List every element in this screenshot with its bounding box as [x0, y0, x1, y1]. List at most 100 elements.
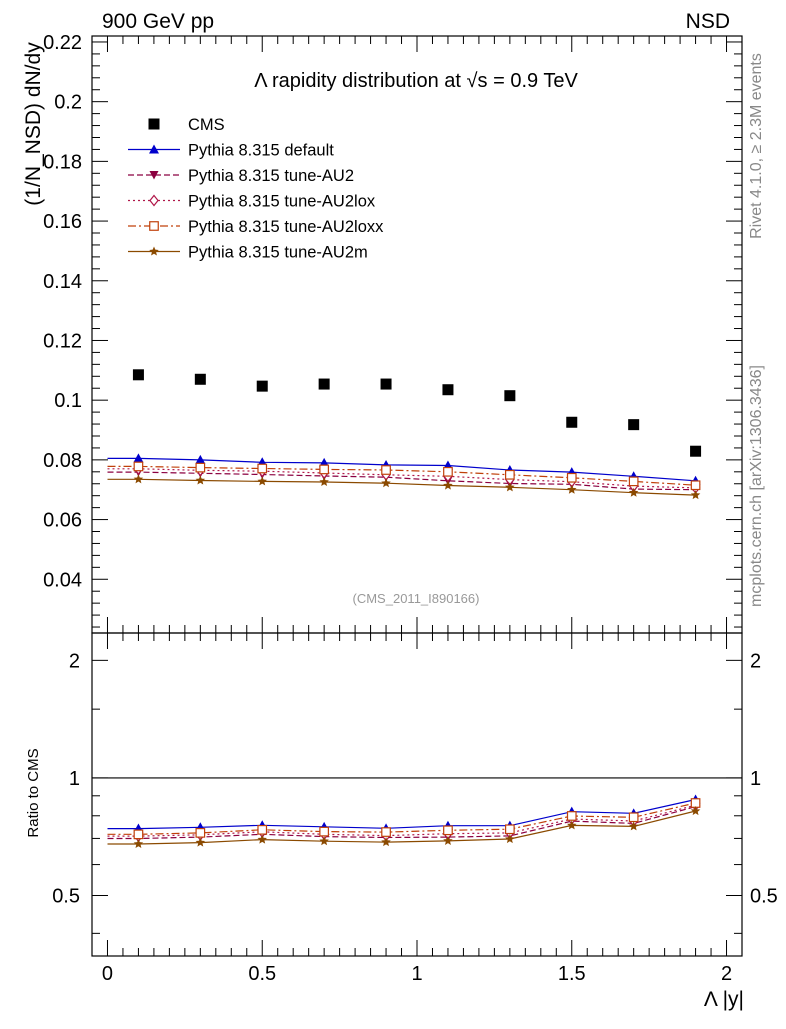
legend-marker-pythia-8-315-tune-au2m: [149, 246, 159, 256]
legend-label-pythia-8-315-tune-au2: Pythia 8.315 tune-AU2: [188, 167, 354, 185]
y-tick-label-ratio: 0.5: [52, 886, 80, 908]
legend-marker-pythia-8-315-tune-au2loxx: [149, 221, 159, 231]
point-cms: [256, 380, 268, 392]
ratio-point-pythia-8-315-tune-au2loxx: [628, 812, 639, 823]
point-pythia-8-315-tune-au2m: [443, 480, 453, 490]
point-cms: [628, 419, 640, 431]
series-line-pythia-8-315-tune-au2: [107, 471, 696, 491]
main-series-layer: [107, 369, 702, 500]
point-cms: [566, 416, 578, 428]
point-pythia-8-315-tune-au2loxx: [628, 476, 639, 487]
y-tick-label-main: 0.06: [43, 510, 82, 532]
ratio-line-pythia-8-315-tune-au2lox: [107, 804, 696, 837]
ratio-point-pythia-8-315-tune-au2loxx: [690, 798, 701, 808]
point-pythia-8-315-tune-au2loxx: [257, 463, 268, 474]
y-axis-label-ratio: Ratio to CMS: [25, 748, 42, 837]
x-tick-label: 0.5: [248, 963, 276, 985]
ratio-point-pythia-8-315-tune-au2loxx: [505, 824, 515, 835]
ratio-point-pythia-8-315-tune-au2m: [133, 838, 144, 849]
y-tick-label-main: 0.04: [43, 569, 82, 591]
y-tick-label-main: 0.18: [43, 151, 82, 173]
axes-layer: 0 0.5 1 1.5 2 0.04 0.06 0.08 0.1 0.12 0.14 0.16 0.18…: [43, 32, 778, 985]
point-pythia-8-315-default: [195, 454, 206, 464]
legend-marker-cms: [148, 118, 160, 130]
header-left: 900 GeV pp: [102, 10, 214, 33]
ratio-point-pythia-8-315-tune-au2loxx: [133, 829, 144, 840]
point-pythia-8-315-tune-au2m: [257, 476, 267, 486]
y-tick-label-ratio: 2: [69, 650, 80, 672]
x-tick-label: 1.5: [558, 963, 586, 985]
x-tick-label: 1: [411, 963, 422, 985]
ratio-point-pythia-8-315-tune-au2loxx: [319, 826, 329, 837]
point-cms: [318, 378, 330, 390]
legend-marker-pythia-8-315-default: [149, 144, 159, 154]
y-tick-label-ratio: 1: [69, 768, 80, 790]
legend-label-pythia-8-315-tune-au2m: Pythia 8.315 tune-AU2m: [188, 244, 368, 262]
y-tick-label-main: 0.22: [43, 32, 82, 54]
header-right: NSD: [686, 10, 730, 33]
point-pythia-8-315-tune-au2loxx: [381, 465, 391, 475]
series-line-pythia-8-315-tune-au2lox: [107, 468, 696, 489]
legend-marker-pythia-8-315-tune-au2: [149, 171, 159, 180]
point-pythia-8-315-tune-au2loxx: [443, 466, 453, 477]
y-tick-label-ratio-right: 0.5: [750, 886, 778, 908]
legend-label-pythia-8-315-tune-au2loxx: Pythia 8.315 tune-AU2loxx: [188, 218, 384, 236]
ratio-series-layer: [107, 794, 701, 849]
ratio-point-pythia-8-315-tune-au2loxx: [381, 827, 391, 837]
x-tick-label: 0: [102, 963, 113, 985]
ratio-point-pythia-8-315-tune-au2m: [319, 836, 329, 846]
y-tick-label-main: 0.14: [43, 271, 82, 293]
point-pythia-8-315-tune-au2m: [628, 487, 639, 497]
y-tick-label-ratio-right: 2: [750, 650, 761, 672]
legend-label-cms: CMS: [188, 116, 225, 134]
point-pythia-8-315-tune-au2m: [195, 475, 206, 485]
y-tick-label-main: 0.2: [54, 92, 82, 114]
x-tick-label: 2: [721, 963, 732, 985]
ratio-point-pythia-8-315-tune-au2m: [443, 835, 453, 845]
y-tick-label-main: 0.12: [43, 330, 82, 352]
legend-marker-pythia-8-315-tune-au2lox: [149, 194, 159, 207]
point-pythia-8-315-tune-au2m: [505, 482, 515, 492]
mcplots-label: mcplots.cern.ch [arXiv:1306.3436]: [748, 365, 765, 607]
point-pythia-8-315-tune-au2m: [133, 474, 144, 484]
point-cms: [442, 384, 454, 396]
ratio-point-pythia-8-315-tune-au2loxx: [257, 824, 268, 835]
x-axis-label: Λ |y|: [704, 988, 744, 1011]
point-cms: [194, 373, 206, 385]
point-pythia-8-315-tune-au2loxx: [690, 480, 701, 491]
legend-label-pythia-8-315-tune-au2lox: Pythia 8.315 tune-AU2lox: [188, 193, 376, 211]
ratio-line-pythia-8-315-default: [107, 798, 696, 830]
point-cms: [132, 369, 144, 381]
ratio-point-pythia-8-315-tune-au2loxx: [566, 811, 577, 821]
point-cms: [504, 390, 516, 402]
ratio-point-pythia-8-315-tune-au2m: [505, 834, 515, 844]
point-pythia-8-315-tune-au2m: [567, 484, 577, 494]
point-pythia-8-315-tune-au2m: [319, 476, 329, 486]
y-tick-label-main: 0.08: [43, 450, 82, 472]
ratio-point-pythia-8-315-tune-au2m: [690, 806, 701, 816]
legend-label-pythia-8-315-default: Pythia 8.315 default: [188, 142, 334, 160]
chart-title: Λ rapidity distribution at √s = 0.9 TeV: [254, 70, 578, 92]
ratio-point-pythia-8-315-tune-au2loxx: [443, 825, 453, 836]
point-pythia-8-315-tune-au2loxx: [505, 469, 515, 480]
y-tick-label-ratio-right: 1: [750, 768, 761, 790]
ratio-point-pythia-8-315-tune-au2m: [628, 821, 639, 831]
y-tick-label-main: 0.1: [54, 390, 82, 412]
point-pythia-8-315-default: [133, 453, 144, 463]
ratio-point-pythia-8-315-tune-au2m: [381, 837, 391, 847]
ratio-point-pythia-8-315-tune-au2loxx: [195, 828, 206, 838]
point-cms: [690, 445, 702, 457]
point-pythia-8-315-tune-au2loxx: [195, 462, 206, 473]
rivet-label: Rivet 4.1.0, ≥ 2.3M events: [748, 53, 765, 239]
legend: CMS Pythia 8.315 default Pythia 8.315 tune…: [128, 116, 384, 262]
point-pythia-8-315-tune-au2loxx: [133, 461, 144, 472]
ratio-point-pythia-8-315-tune-au2m: [567, 820, 577, 830]
ratio-point-pythia-8-315-tune-au2m: [195, 837, 206, 847]
ratio-line-pythia-8-315-tune-au2: [107, 806, 696, 840]
point-cms: [380, 378, 392, 390]
ratio-plot-frame: [91, 632, 743, 957]
y-tick-label-main: 0.16: [43, 211, 82, 233]
point-pythia-8-315-tune-au2m: [381, 478, 391, 488]
